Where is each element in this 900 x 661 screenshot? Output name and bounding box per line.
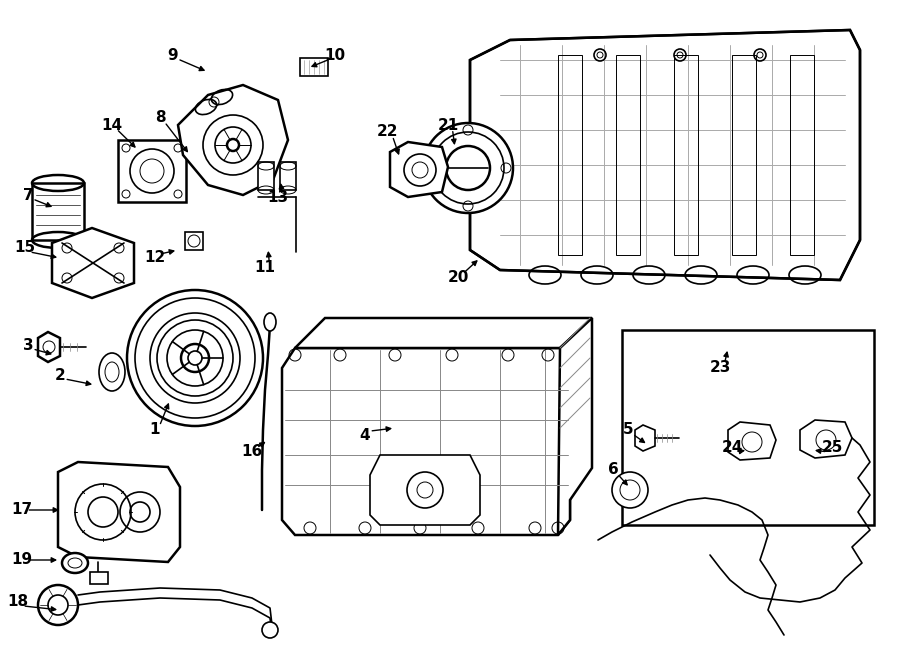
Polygon shape (58, 462, 180, 562)
Text: 23: 23 (709, 360, 731, 375)
Text: 22: 22 (377, 124, 399, 139)
Ellipse shape (99, 353, 125, 391)
Polygon shape (282, 348, 570, 535)
Text: 3: 3 (22, 338, 33, 352)
Text: 19: 19 (12, 553, 32, 568)
Text: 24: 24 (721, 440, 742, 455)
Polygon shape (558, 318, 592, 535)
Ellipse shape (62, 553, 88, 573)
Text: 8: 8 (155, 110, 166, 126)
Polygon shape (390, 142, 448, 197)
Bar (622, 330, 874, 525)
Text: 1: 1 (149, 422, 160, 438)
Bar (90, 572, 108, 584)
Text: 15: 15 (14, 241, 36, 256)
Circle shape (612, 472, 648, 508)
Text: 25: 25 (822, 440, 842, 455)
Text: 10: 10 (324, 48, 346, 63)
Polygon shape (118, 140, 186, 202)
Polygon shape (258, 162, 274, 190)
Text: 16: 16 (241, 444, 263, 459)
Text: 12: 12 (144, 251, 166, 266)
Circle shape (127, 290, 263, 426)
Text: 20: 20 (447, 270, 469, 286)
Polygon shape (295, 318, 592, 348)
Polygon shape (635, 425, 655, 451)
Ellipse shape (264, 313, 276, 331)
Circle shape (262, 622, 278, 638)
Text: 9: 9 (167, 48, 178, 63)
Polygon shape (178, 85, 288, 195)
Polygon shape (185, 232, 203, 250)
Text: 11: 11 (255, 260, 275, 276)
Polygon shape (728, 422, 776, 460)
Text: 14: 14 (102, 118, 122, 132)
Polygon shape (38, 332, 60, 362)
Polygon shape (300, 58, 328, 76)
Polygon shape (32, 183, 84, 240)
Polygon shape (800, 420, 852, 458)
Text: 6: 6 (608, 463, 618, 477)
Text: 4: 4 (360, 428, 370, 442)
Circle shape (423, 123, 513, 213)
Text: 2: 2 (55, 368, 66, 383)
Text: 18: 18 (7, 594, 29, 609)
Text: 7: 7 (22, 188, 33, 202)
Polygon shape (470, 30, 860, 280)
Polygon shape (52, 228, 134, 298)
Polygon shape (370, 455, 480, 525)
Text: 17: 17 (12, 502, 32, 518)
Text: 21: 21 (437, 118, 459, 132)
Circle shape (38, 585, 78, 625)
Text: 13: 13 (267, 190, 289, 206)
Text: 5: 5 (623, 422, 634, 438)
Polygon shape (280, 162, 296, 190)
